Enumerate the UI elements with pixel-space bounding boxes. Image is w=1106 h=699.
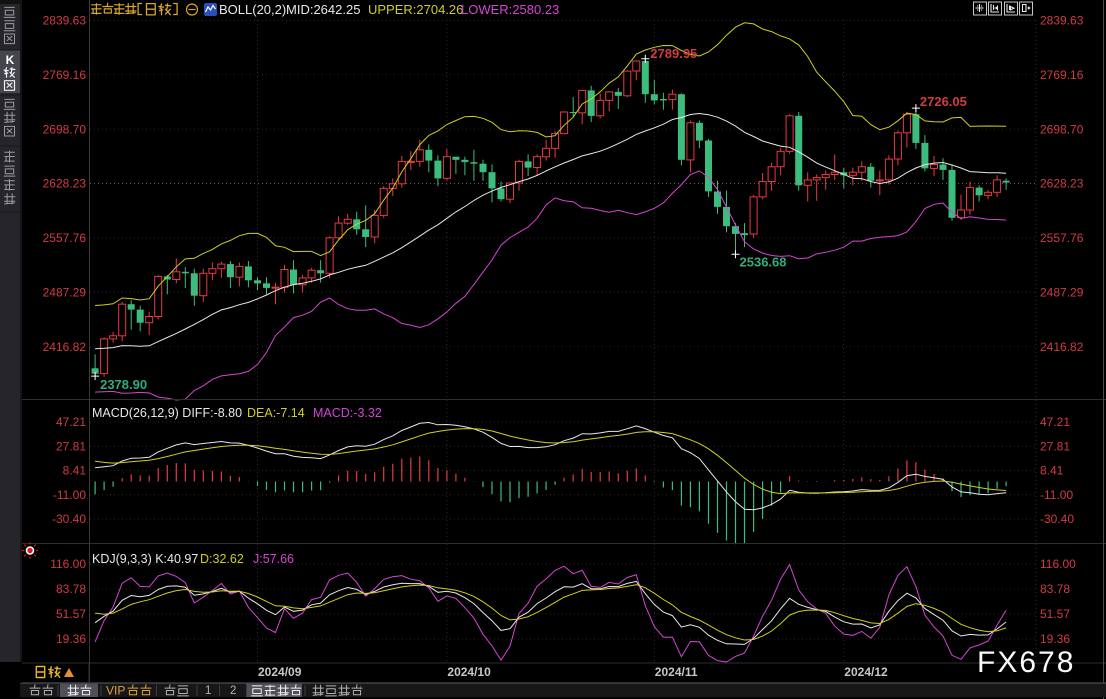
svg-text:BOLL(20,2): BOLL(20,2) <box>219 2 286 17</box>
svg-text:8.41: 8.41 <box>63 464 87 478</box>
svg-text:2024/10: 2024/10 <box>447 665 491 679</box>
svg-text:MID:2642.25: MID:2642.25 <box>286 2 360 17</box>
svg-text:47.21: 47.21 <box>1040 415 1070 429</box>
svg-text:2769.16: 2769.16 <box>43 68 87 82</box>
svg-text:2416.82: 2416.82 <box>1040 340 1084 354</box>
svg-text:-30.40: -30.40 <box>1040 512 1074 526</box>
svg-text:2536.68: 2536.68 <box>740 254 787 269</box>
svg-text:-30.40: -30.40 <box>52 512 86 526</box>
svg-text:116.00: 116.00 <box>50 557 86 571</box>
svg-text:DEA:-7.14: DEA:-7.14 <box>247 406 305 420</box>
svg-text:K: K <box>6 53 15 67</box>
svg-text:2628.23: 2628.23 <box>43 177 87 191</box>
svg-text:8.41: 8.41 <box>1040 464 1064 478</box>
svg-text:2698.70: 2698.70 <box>1040 122 1084 136</box>
svg-text:2557.76: 2557.76 <box>1040 231 1084 245</box>
svg-text:2726.05: 2726.05 <box>920 94 967 109</box>
svg-text:2789.95: 2789.95 <box>650 46 697 61</box>
svg-text:2378.90: 2378.90 <box>100 377 147 392</box>
svg-text:2487.29: 2487.29 <box>43 286 87 300</box>
svg-text:J:57.66: J:57.66 <box>253 552 294 566</box>
svg-text:83.78: 83.78 <box>1040 582 1070 596</box>
svg-text:2487.29: 2487.29 <box>1040 286 1084 300</box>
svg-text:MACD:-3.32: MACD:-3.32 <box>313 406 382 420</box>
svg-text:-11.00: -11.00 <box>1040 488 1073 502</box>
svg-text:2557.76: 2557.76 <box>43 231 87 245</box>
svg-text:2416.82: 2416.82 <box>43 340 87 354</box>
svg-text:FX678: FX678 <box>977 646 1075 679</box>
svg-text:-11.00: -11.00 <box>53 488 86 502</box>
svg-text:2628.23: 2628.23 <box>1040 177 1084 191</box>
svg-text:KDJ(9,3,3) K:40.97: KDJ(9,3,3) K:40.97 <box>92 552 198 566</box>
svg-text:MACD(26,12,9) DIFF:-8.80: MACD(26,12,9) DIFF:-8.80 <box>92 406 242 420</box>
svg-text:47.21: 47.21 <box>56 415 86 429</box>
svg-text:2839.63: 2839.63 <box>1040 14 1084 28</box>
svg-text:116.00: 116.00 <box>1040 557 1076 571</box>
svg-text:83.78: 83.78 <box>56 582 86 596</box>
svg-text:19.36: 19.36 <box>1040 632 1070 646</box>
svg-text:51.57: 51.57 <box>1040 607 1070 621</box>
svg-text:19.36: 19.36 <box>56 632 86 646</box>
svg-text:2769.16: 2769.16 <box>1040 68 1084 82</box>
svg-text:VIP: VIP <box>106 684 125 698</box>
svg-text:27.81: 27.81 <box>1040 439 1070 453</box>
svg-text:2024/09: 2024/09 <box>258 665 302 679</box>
svg-text:2024/11: 2024/11 <box>655 665 698 679</box>
svg-text:2839.63: 2839.63 <box>43 14 87 28</box>
svg-text:LOWER:2580.23: LOWER:2580.23 <box>461 2 559 17</box>
svg-text:2024/12: 2024/12 <box>844 665 888 679</box>
svg-text:51.57: 51.57 <box>56 607 86 621</box>
svg-text:27.81: 27.81 <box>56 439 86 453</box>
svg-text:D:32.62: D:32.62 <box>200 552 244 566</box>
svg-text:2698.70: 2698.70 <box>43 122 87 136</box>
svg-text:UPPER:2704.26: UPPER:2704.26 <box>368 2 463 17</box>
svg-text:2: 2 <box>230 685 236 697</box>
svg-text:1: 1 <box>205 685 211 697</box>
